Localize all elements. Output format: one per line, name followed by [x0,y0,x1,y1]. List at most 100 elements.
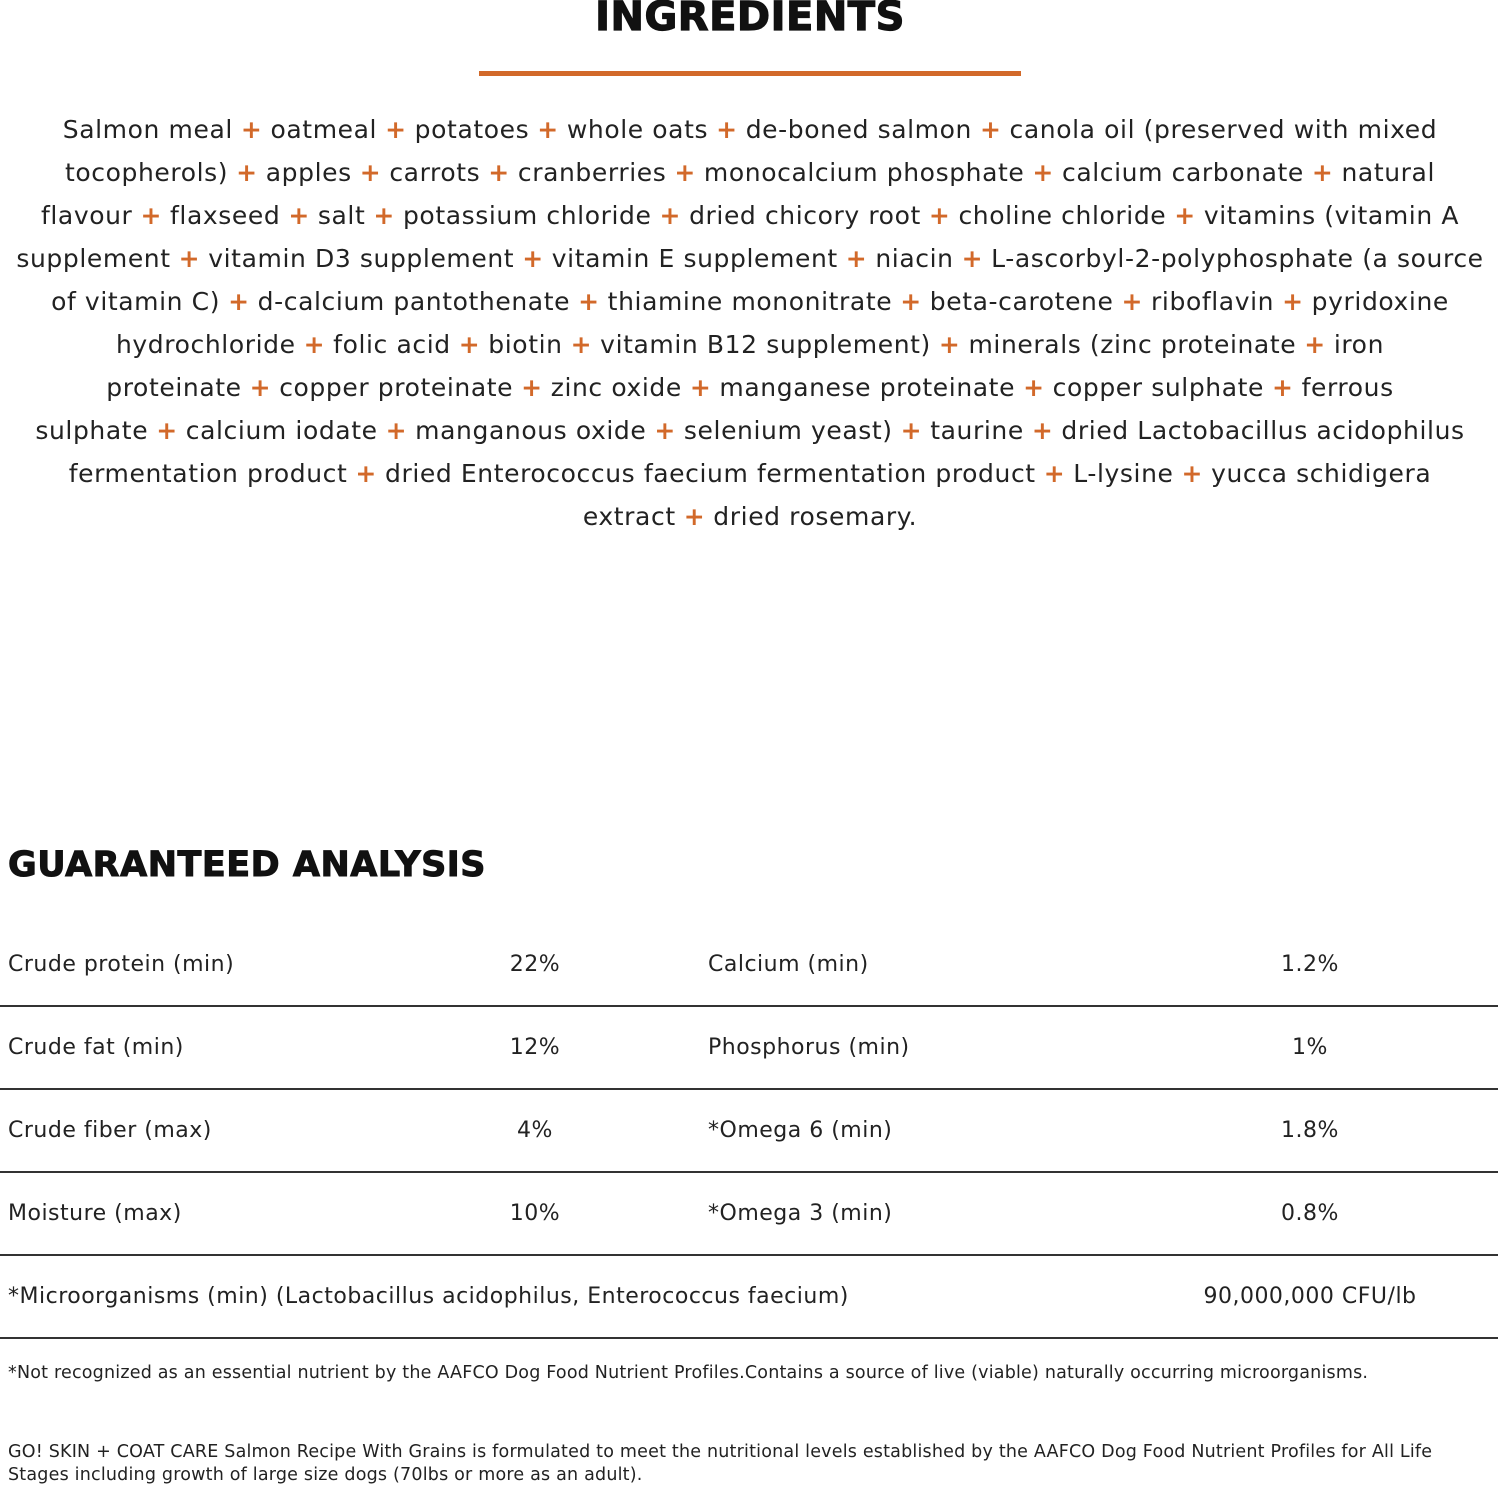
table-row: Crude fat (min) 12% Phosphorus (min) 1% [0,1007,1498,1090]
ingredient-item: beta-carotene [929,287,1114,316]
plus-separator: + [900,416,923,445]
nutrient-value: 10% [509,1201,561,1226]
ingredient-item: monocalcium phosphate [703,158,1025,187]
ingredient-item: folic acid [333,330,451,359]
ingredient-item: dried chicory root [689,201,921,230]
footnote: *Not recognized as an essential nutrient… [8,1363,1369,1383]
plus-separator: + [674,158,696,187]
ingredient-item: zinc oxide [550,373,682,402]
nutrient-value: 22% [509,952,561,977]
plus-separator: + [1043,459,1066,488]
ingredient-item: niacin [875,244,954,273]
ingredient-item: de-boned salmon [745,115,972,144]
ingredient-item: biotin [488,330,563,359]
ingredient-item: flaxseed [170,201,281,230]
ingredient-item: calcium iodate [185,416,378,445]
ingredients-title: INGREDIENTS [594,0,905,41]
ingredient-item: carrots [389,158,481,187]
ingredient-item: copper sulphate [1052,373,1265,402]
nutrient-label: Crude fiber (max) [8,1118,212,1143]
plus-separator: + [1304,330,1326,359]
ingredient-item: potassium chloride [402,201,652,230]
plus-separator: + [654,416,676,445]
ingredient-item: pyridoxine hydrochloride [115,287,1449,359]
nutrient-value: 4% [517,1118,553,1143]
plus-separator: + [156,416,178,445]
ingredient-item: taurine [930,416,1024,445]
ingredient-item: vitamin B12 supplement) [600,330,931,359]
ingredient-item: vitamins (vitamin A supplement [16,201,1460,273]
ingredient-item: dried rosemary. [713,502,918,531]
ingredient-item: yucca schidigera extract [582,459,1432,531]
nutrient-value: 90,000,000 CFU/lb [1203,1284,1417,1309]
ingredient-item: cranberries [517,158,667,187]
plus-separator: + [1174,201,1196,230]
plus-separator: + [1121,287,1144,316]
plus-separator: + [373,201,395,230]
table-row: Crude fiber (max) 4% *Omega 6 (min) 1.8% [0,1090,1498,1173]
plus-separator: + [683,502,706,531]
plus-separator: + [522,244,544,273]
ingredient-item: oatmeal [270,115,378,144]
plus-separator: + [355,459,377,488]
ingredient-item: choline chloride [958,201,1167,230]
ingredient-item: natural flavour [40,158,1436,230]
nutrient-label: Phosphorus (min) [708,1035,910,1060]
plus-separator: + [578,287,600,316]
guaranteed-analysis-title: GUARANTEED ANALYSIS [7,845,487,886]
ingredient-item: calcium carbonate [1061,158,1304,187]
plus-separator: + [385,416,408,445]
nutrient-value: 0.8% [1281,1201,1339,1226]
plus-separator: + [228,287,250,316]
plus-separator: + [178,244,201,273]
ingredient-item: apples [265,158,352,187]
ingredient-item: ferrous sulphate [35,373,1394,445]
nutrient-value: 1.2% [1281,952,1339,977]
plus-separator: + [140,201,162,230]
ingredient-item: riboflavin [1151,287,1275,316]
ingredient-item: minerals (zinc proteinate [968,330,1297,359]
plus-separator: + [570,330,593,359]
nutrient-label: Crude protein (min) [8,952,235,977]
plus-separator: + [1032,158,1054,187]
plus-separator: + [689,373,712,402]
aafco-statement: GO! SKIN + COAT CARE Salmon Recipe With … [8,1442,1433,1485]
nutrient-value: 12% [509,1035,561,1060]
plus-separator: + [845,244,868,273]
analysis-table: Crude protein (min) 22% Calcium (min) 1.… [0,924,1498,1339]
plus-separator: + [359,158,382,187]
ingredient-item: dried Enterococcus faecium fermentation … [384,459,1036,488]
ingredient-item: salt [317,201,366,230]
nutrient-label: *Omega 6 (min) [708,1118,893,1143]
plus-separator: + [1181,459,1204,488]
ingredient-item: thiamine mononitrate [607,287,893,316]
ingredient-item: potatoes [414,115,530,144]
plus-separator: + [1272,373,1294,402]
plus-separator: + [288,201,310,230]
nutrient-value: 1.8% [1281,1118,1339,1143]
plus-separator: + [249,373,272,402]
plus-separator: + [716,115,738,144]
ingredient-item: selenium yeast) [683,416,893,445]
plus-separator: + [1282,287,1304,316]
plus-separator: + [385,115,407,144]
plus-separator: + [236,158,258,187]
plus-separator: + [979,115,1002,144]
nutrient-label: *Omega 3 (min) [708,1201,893,1226]
plus-separator: + [900,287,922,316]
plus-separator: + [1023,373,1045,402]
ingredient-item: L-lysine [1073,459,1174,488]
ingredient-item: manganous oxide [415,416,647,445]
ingredient-item: d-calcium pantothenate [257,287,571,316]
ingredient-item: copper proteinate [279,373,514,402]
ingredients-list: Salmon meal + oatmeal + potatoes + whole oats +… [0,108,1500,538]
plus-separator: + [928,201,951,230]
ingredient-item: L-ascorbyl-2-polyphosphate (a source of … [51,244,1484,316]
nutrient-label: Moisture (max) [8,1201,182,1226]
plus-separator: + [240,115,263,144]
plus-separator: + [488,158,510,187]
nutrient-label: Calcium (min) [708,952,869,977]
table-row-microorganisms: *Microorganisms (min) (Lactobacillus aci… [0,1256,1498,1339]
ingredient-item: Salmon meal [62,115,233,144]
plus-separator: + [303,330,326,359]
